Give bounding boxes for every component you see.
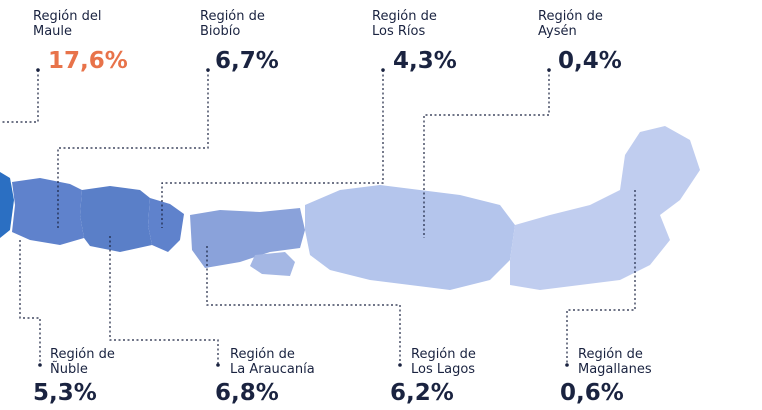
map bbox=[0, 126, 700, 290]
region-name: Región del bbox=[33, 9, 102, 24]
region-name: Región de bbox=[230, 347, 295, 362]
leader-dot bbox=[547, 68, 551, 72]
region-percent: 6,2% bbox=[390, 380, 454, 406]
leader-dot bbox=[565, 363, 569, 367]
region-percent: 6,8% bbox=[215, 380, 279, 406]
region-name: Biobío bbox=[200, 24, 240, 39]
region-name: Maule bbox=[33, 24, 72, 39]
region-name: Magallanes bbox=[578, 362, 652, 377]
region-shape bbox=[510, 126, 700, 290]
leader-dot bbox=[216, 363, 220, 367]
region-shape bbox=[12, 178, 84, 245]
region-shape bbox=[190, 208, 305, 268]
leader-line bbox=[109, 236, 219, 365]
region-name: Los Ríos bbox=[372, 24, 425, 39]
region-name: Región de bbox=[411, 347, 476, 362]
region-shape bbox=[148, 198, 184, 252]
region-shape bbox=[250, 252, 295, 276]
leader-line bbox=[57, 70, 209, 228]
leader-dot bbox=[38, 363, 42, 367]
leader-line bbox=[566, 190, 636, 365]
region-name: La Araucanía bbox=[230, 362, 315, 377]
leader-line bbox=[161, 70, 384, 228]
region-name: Región de bbox=[50, 347, 115, 362]
region-percent: 4,3% bbox=[393, 48, 457, 74]
leader-line bbox=[0, 70, 39, 123]
region-shape bbox=[80, 186, 152, 252]
region-name: Aysén bbox=[538, 24, 577, 39]
region-shape bbox=[0, 172, 14, 238]
leader-dot bbox=[381, 68, 385, 72]
region-name: Región de bbox=[538, 9, 603, 24]
leader-dot bbox=[206, 68, 210, 72]
region-percent: 6,7% bbox=[215, 48, 279, 74]
region-name: Los Lagos bbox=[411, 362, 475, 377]
region-name: Ñuble bbox=[50, 361, 88, 377]
region-percent: 0,6% bbox=[560, 380, 624, 406]
leader-dot bbox=[36, 68, 40, 72]
region-percent: 17,6% bbox=[48, 48, 128, 74]
region-name: Región de bbox=[578, 347, 643, 362]
region-percent: 0,4% bbox=[558, 48, 622, 74]
leader-line bbox=[423, 70, 550, 238]
region-name: Región de bbox=[200, 9, 265, 24]
region-percent: 5,3% bbox=[33, 380, 97, 406]
leader-line bbox=[19, 240, 41, 365]
leader-dot bbox=[398, 363, 402, 367]
region-shape bbox=[305, 185, 515, 290]
region-name: Región de bbox=[372, 9, 437, 24]
